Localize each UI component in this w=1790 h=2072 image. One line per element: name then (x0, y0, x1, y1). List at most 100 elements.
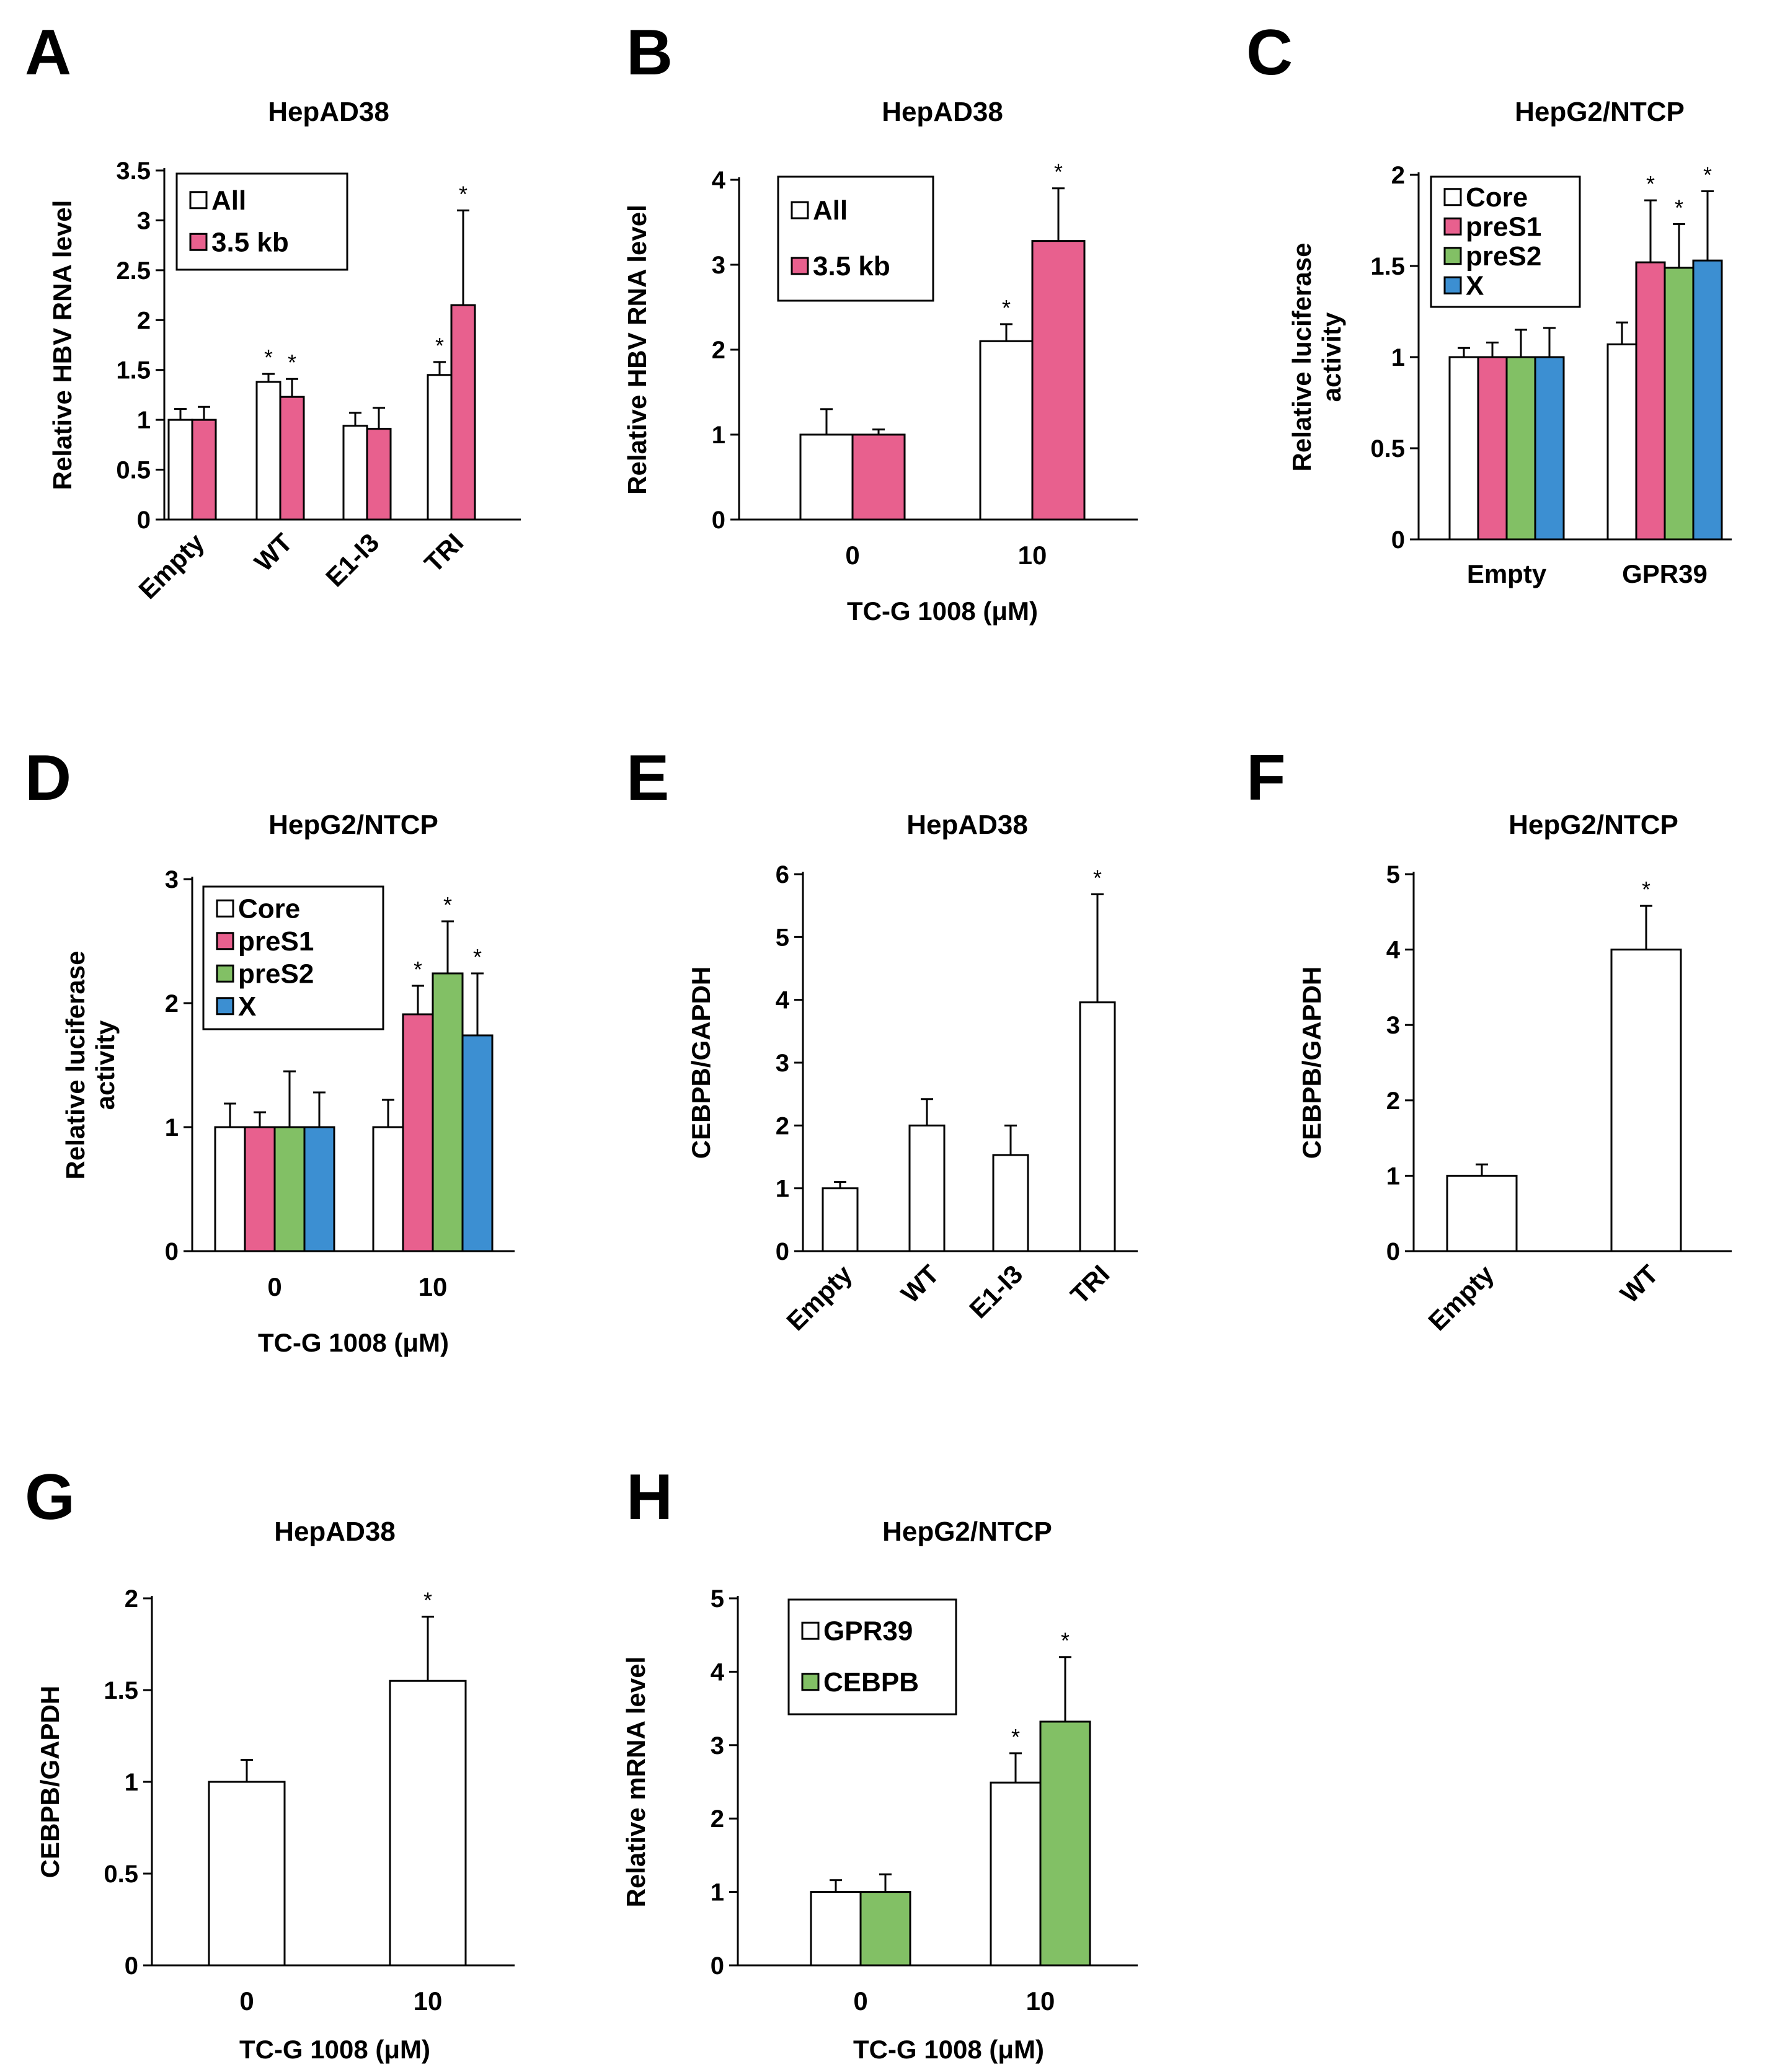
legend-box (787, 1598, 957, 1716)
y-tick-label: 6 (776, 861, 789, 888)
y-tick-label: 1 (712, 422, 725, 449)
legend-swatch (1443, 276, 1462, 294)
significance-star: * (414, 957, 422, 982)
x-axis-label: TC-G 1008 (μM) (853, 2035, 1044, 2064)
y-tick-label: 1 (1386, 1162, 1400, 1190)
bar (851, 433, 906, 521)
y-tick-label: 2 (125, 1585, 138, 1613)
y-tick-label: 1.5 (116, 357, 151, 384)
y-tick-label: 0 (165, 1238, 179, 1265)
category-label: 10 (414, 1986, 443, 2016)
legend-swatch (216, 899, 234, 918)
y-tick-label: 0 (712, 507, 725, 534)
category-label: WT (895, 1259, 945, 1309)
category-label: Empty (781, 1259, 857, 1336)
chart-title: HepG2/NTCP (1515, 97, 1685, 127)
legend-label: Core (1466, 182, 1528, 213)
category-label: 0 (239, 1986, 254, 2016)
bar (366, 428, 392, 521)
bar (1692, 259, 1723, 541)
bar (1505, 356, 1536, 541)
panel-letter: B (626, 17, 673, 89)
bar (992, 1154, 1029, 1252)
y-tick-label: 0.5 (104, 1861, 138, 1888)
bar (244, 1126, 276, 1252)
chart-title: HepG2/NTCP (268, 810, 438, 840)
bar (450, 304, 476, 521)
significance-star: * (473, 944, 482, 970)
bar (342, 425, 368, 521)
bar (1635, 261, 1666, 541)
bar (1534, 356, 1565, 541)
legend-box (175, 172, 348, 271)
y-tick-label: 3 (711, 1732, 724, 1760)
category-label: E1-I3 (964, 1259, 1028, 1324)
category-label: Empty (133, 528, 210, 604)
legend-label: preS2 (238, 959, 314, 989)
x-axis-label: TC-G 1008 (μM) (258, 1328, 449, 1357)
y-tick-label: 0 (1386, 1238, 1400, 1265)
legend-box (777, 175, 934, 302)
y-tick-label: 3 (776, 1050, 789, 1077)
panel-letter: D (25, 742, 71, 814)
y-axis-label: CEBPB/GAPDH (35, 1686, 64, 1878)
y-axis-label: activity (91, 1020, 120, 1110)
bar (979, 340, 1034, 521)
significance-star: * (1703, 162, 1712, 187)
significance-star: * (443, 892, 452, 918)
y-tick-label: 2.5 (116, 257, 151, 285)
y-tick-label: 1 (165, 1114, 179, 1141)
y-tick-label: 5 (776, 924, 789, 951)
y-tick-label: 3 (1386, 1012, 1400, 1039)
legend-label: X (1466, 270, 1484, 301)
bar (167, 418, 193, 521)
y-tick-label: 2 (711, 1805, 724, 1833)
y-axis-label: activity (1317, 312, 1346, 402)
category-label: 10 (1018, 541, 1047, 570)
bar (402, 1013, 434, 1252)
legend-swatch (801, 1673, 820, 1691)
y-tick-label: 1 (137, 407, 151, 434)
y-tick-label: 0 (125, 1952, 138, 1980)
y-axis-label: Relative HBV RNA level (623, 205, 652, 495)
legend-label: GPR39 (823, 1616, 913, 1646)
significance-star: * (1054, 159, 1063, 185)
significance-star: * (1002, 295, 1011, 321)
y-tick-label: 3 (712, 252, 725, 279)
legend-label: preS1 (1466, 211, 1541, 242)
category-label: E1-I3 (320, 528, 384, 592)
y-tick-label: 2 (1391, 162, 1405, 189)
category-label: TRI (1065, 1259, 1115, 1309)
bar (372, 1126, 404, 1252)
bar (1477, 356, 1508, 541)
y-tick-label: 2 (712, 337, 725, 364)
legend-swatch (189, 232, 208, 251)
legend-label: X (238, 991, 256, 1022)
y-tick-label: 1.5 (1370, 253, 1405, 280)
x-axis-label: TC-G 1008 (μM) (847, 596, 1038, 626)
category-label: Empty (1422, 1259, 1499, 1336)
significance-star: * (459, 181, 467, 206)
y-tick-label: 0 (776, 1238, 789, 1265)
bar (427, 374, 453, 521)
y-tick-label: 0.5 (116, 457, 151, 484)
category-label: 10 (419, 1272, 448, 1301)
y-tick-label: 0 (1391, 526, 1405, 554)
legend-label: Core (238, 893, 300, 924)
category-label: WT (249, 528, 298, 577)
chart-title: HepG2/NTCP (1509, 810, 1678, 840)
bar (859, 1891, 911, 1967)
legend-swatch (216, 932, 234, 950)
category-label: 0 (845, 541, 859, 570)
y-tick-label: 3.5 (116, 157, 151, 185)
bar (799, 433, 854, 521)
y-tick-label: 3 (137, 207, 151, 234)
chart-title: HepG2/NTCP (882, 1516, 1052, 1547)
y-tick-label: 2 (137, 307, 151, 334)
legend-swatch (216, 997, 234, 1016)
y-tick-label: 0.5 (1370, 435, 1405, 463)
category-label: WT (1615, 1259, 1664, 1309)
bar (1606, 343, 1637, 541)
chart-title: HepAD38 (268, 97, 389, 127)
category-label: Empty (1467, 559, 1547, 588)
